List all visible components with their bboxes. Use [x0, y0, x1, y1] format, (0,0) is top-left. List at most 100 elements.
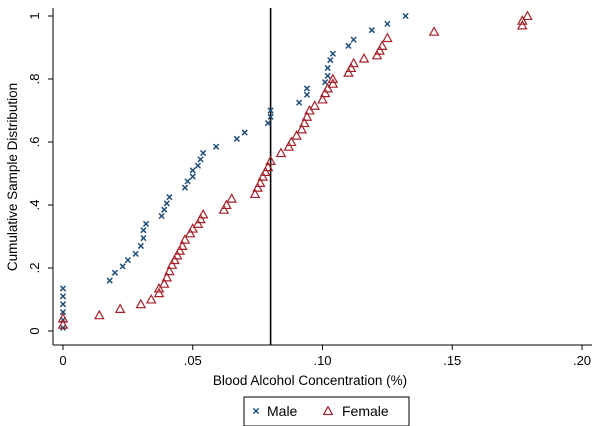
male-data-point: [163, 200, 170, 207]
male-data-point: [303, 85, 311, 92]
x-tick-label: .10: [313, 353, 331, 368]
female-data-point: [265, 155, 276, 165]
female-data-point: [254, 177, 266, 187]
male-data-point: [184, 178, 191, 185]
female-data-point: [327, 78, 339, 88]
female-data-point: [257, 171, 269, 181]
female-data-point: [382, 32, 393, 43]
male-data-point: [59, 308, 67, 316]
female-data-point: [522, 10, 533, 21]
female-data-point: [374, 45, 385, 55]
male-data-point: [350, 36, 357, 43]
male-data-point: [189, 167, 196, 174]
male-data-point: [124, 256, 132, 264]
male-data-point: [241, 129, 248, 136]
male-data-point: [158, 212, 165, 220]
female-data-point: [343, 67, 354, 77]
female-data-point: [174, 245, 186, 255]
female-data-point: [169, 254, 180, 265]
female-data-point: [275, 147, 287, 158]
female-data-point: [291, 130, 302, 140]
female-data-point: [226, 193, 237, 203]
legend-box: [243, 396, 410, 426]
male-data-point: [197, 156, 204, 163]
male-data-point: [199, 149, 207, 157]
male-data-point: [233, 135, 240, 142]
male-data-point: [329, 50, 337, 57]
male-data-point: [321, 79, 329, 86]
male-data-point: [212, 143, 220, 150]
female-data-point: [327, 73, 339, 84]
female-data-point: [57, 319, 69, 329]
female-data-point: [358, 52, 370, 63]
y-tick-label: .6: [27, 137, 42, 148]
legend-items: Male Female: [252, 403, 389, 419]
male-data-point: [166, 193, 173, 201]
female-data-point: [153, 282, 165, 293]
male-data-point: [161, 206, 168, 213]
female-data-point: [428, 26, 440, 36]
female-data-point: [171, 249, 183, 260]
x-tick-label: .15: [443, 353, 461, 368]
male-data-point: [140, 227, 147, 234]
female-data-point: [135, 298, 147, 309]
x-tick-label: .20: [573, 353, 591, 368]
y-axis-title: Cumulative Sample Distribution: [5, 83, 20, 271]
female-data-point: [161, 271, 173, 282]
female-data-point: [516, 15, 528, 25]
male-data-point: [106, 277, 113, 284]
female-data-point: [516, 19, 528, 30]
female-data-point: [260, 166, 271, 176]
male-data-point: [267, 113, 274, 120]
y-tick-label: .2: [27, 263, 42, 274]
x-axis-title: Blood Alcohol Concentration (%): [213, 373, 407, 388]
male-data-point: [345, 42, 352, 50]
y-tick-label: 0: [27, 327, 42, 334]
male-data-point: [267, 107, 274, 114]
female-data-point: [145, 293, 157, 304]
female-data-point: [345, 62, 357, 73]
female-data-point: [114, 303, 126, 313]
female-data-point: [299, 117, 310, 128]
female-data-point: [322, 82, 334, 93]
legend-label-female: Female: [342, 403, 389, 419]
male-data-point: [119, 263, 126, 270]
x-tick-label: .05: [184, 353, 202, 368]
male-data-point: [140, 234, 147, 242]
female-data-point: [192, 218, 204, 228]
male-data-point: [132, 250, 139, 257]
male-data-point: [142, 220, 150, 228]
male-data-point: [137, 242, 144, 250]
legend: Male Female: [243, 396, 410, 426]
female-data-point: [304, 104, 315, 115]
y-tick-label: .8: [27, 74, 42, 85]
female-data-point: [348, 57, 359, 68]
male-data-point: [181, 184, 189, 191]
female-data-point: [301, 111, 313, 121]
female-data-point: [317, 93, 328, 104]
female-data-point: [164, 265, 175, 276]
female-data-point: [184, 227, 196, 238]
female-data-point: [309, 100, 321, 110]
legend-marker-female: [322, 405, 334, 416]
female-data-point: [177, 240, 188, 250]
male-data-point: [402, 12, 409, 20]
male-data-point: [368, 27, 375, 34]
female-data-point: [249, 188, 261, 199]
male-data-point: [59, 293, 67, 300]
tick-group: 0 .05 .10 .15 .20 0 .2 .4 .6 .8 1: [27, 12, 591, 368]
male-data-point: [264, 119, 272, 127]
y-tick-label: 1: [27, 12, 42, 19]
female-data-point: [187, 223, 199, 233]
male-data-point: [194, 162, 202, 169]
male-data-point: [303, 91, 311, 98]
series-female: [57, 10, 533, 329]
female-data-point: [197, 208, 209, 219]
female-data-point: [179, 234, 191, 244]
male-data-point: [384, 20, 391, 28]
female-data-point: [153, 287, 165, 298]
male-data-point: [59, 285, 67, 292]
legend-marker-male: [252, 407, 260, 415]
